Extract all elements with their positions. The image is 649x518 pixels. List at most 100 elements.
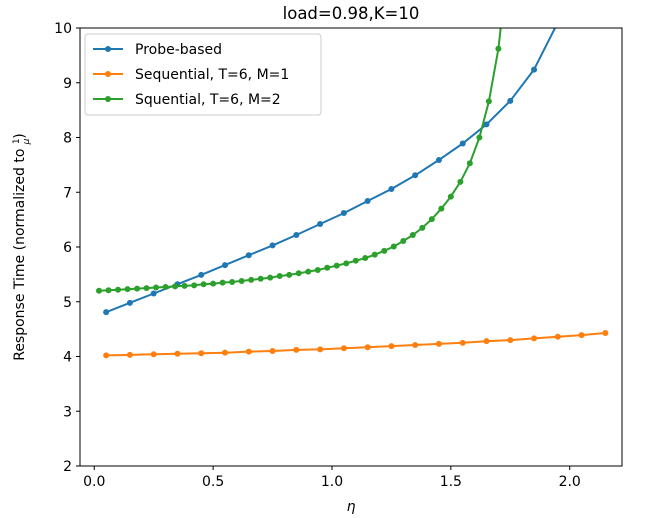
- data-point: [269, 348, 276, 355]
- data-point: [507, 337, 514, 344]
- y-tick-label: 10: [54, 21, 72, 37]
- data-point: [507, 97, 514, 104]
- data-point: [412, 342, 419, 349]
- x-tick-label: 0.0: [83, 474, 105, 490]
- data-point: [105, 287, 112, 294]
- series-2: [96, 28, 502, 294]
- data-point: [555, 20, 561, 26]
- data-point: [554, 333, 561, 340]
- y-axis-label-fraction-numerator: 1: [12, 138, 22, 144]
- y-axis-ticks: 2 3 4 5 6 7 8 9 10: [54, 21, 80, 475]
- legend-swatch-marker: [105, 46, 111, 52]
- data-point: [150, 290, 157, 297]
- data-point: [400, 237, 407, 244]
- y-axis-label-fraction-denominator: μ: [22, 138, 32, 145]
- data-point: [293, 231, 300, 238]
- series-layer: [96, 20, 609, 359]
- data-point: [419, 224, 426, 231]
- data-point: [143, 285, 150, 292]
- data-point: [324, 264, 331, 271]
- data-point: [257, 275, 264, 282]
- series-line: [106, 332, 606, 357]
- data-point: [245, 252, 252, 259]
- data-point: [191, 282, 198, 289]
- x-axis-ticks: 0.0 0.5 1.0 1.5 2.0: [83, 466, 581, 490]
- data-point: [578, 332, 585, 339]
- y-tick-label: 3: [63, 404, 72, 420]
- y-tick-label: 5: [63, 295, 72, 311]
- chart-title: load=0.98,K=10: [283, 4, 420, 23]
- data-point: [126, 299, 133, 306]
- data-point: [103, 352, 110, 359]
- data-point: [362, 254, 369, 261]
- data-point: [340, 210, 347, 217]
- data-point: [466, 160, 473, 167]
- data-point: [96, 287, 103, 294]
- y-tick-label: 8: [63, 131, 72, 147]
- legend-swatch-marker: [105, 96, 111, 102]
- data-point: [124, 286, 131, 293]
- data-point: [333, 262, 340, 269]
- data-point: [364, 198, 371, 205]
- data-point: [485, 98, 492, 105]
- y-tick-label: 6: [63, 240, 72, 256]
- y-tick-label: 4: [63, 350, 72, 366]
- data-point: [412, 172, 419, 179]
- svg-text:Response Time (normalized to 1: Response Time (normalized to 1μ): [12, 133, 32, 361]
- data-point: [352, 257, 359, 264]
- data-point: [162, 283, 169, 290]
- data-point: [276, 273, 283, 280]
- data-point: [428, 216, 435, 223]
- data-point: [390, 243, 397, 250]
- y-tick-label: 9: [63, 76, 72, 92]
- data-point: [150, 351, 157, 358]
- data-point: [248, 276, 255, 283]
- data-point: [293, 346, 300, 353]
- data-point: [222, 349, 229, 356]
- data-point: [457, 178, 464, 185]
- data-point: [343, 260, 350, 267]
- data-point: [388, 343, 395, 350]
- data-point: [531, 335, 538, 342]
- data-point: [447, 193, 454, 200]
- y-axis-label-suffix: ): [12, 133, 28, 138]
- data-point: [238, 277, 245, 284]
- x-tick-label: 2.0: [559, 474, 581, 490]
- data-point: [381, 247, 388, 254]
- data-point: [172, 283, 179, 290]
- data-point: [103, 309, 110, 316]
- x-tick-label: 1.5: [440, 474, 462, 490]
- legend-label: Squential, T=6, M=2: [135, 92, 281, 108]
- data-point: [340, 345, 347, 352]
- x-axis-label: η: [347, 499, 356, 515]
- data-point: [317, 346, 324, 353]
- legend-label: Sequential, T=6, M=1: [135, 67, 289, 83]
- data-point: [531, 66, 538, 73]
- data-point: [222, 262, 229, 269]
- x-tick-label: 1.0: [321, 474, 343, 490]
- data-point: [602, 329, 609, 336]
- data-point: [153, 284, 160, 291]
- data-point: [483, 121, 490, 128]
- data-point: [181, 282, 188, 289]
- plot-frame: [79, 27, 623, 467]
- data-point: [245, 348, 252, 355]
- y-axis-label: Response Time (normalized to 1μ): [12, 133, 32, 361]
- data-point: [305, 268, 312, 275]
- data-point: [115, 286, 122, 293]
- data-point: [269, 242, 276, 249]
- data-point: [267, 274, 274, 281]
- data-point: [126, 351, 133, 358]
- x-tick-label: 0.5: [202, 474, 224, 490]
- data-point: [229, 279, 236, 286]
- data-point: [409, 231, 416, 238]
- data-point: [435, 156, 442, 163]
- y-tick-label: 2: [63, 459, 72, 475]
- y-axis-label-main: Response Time (normalized to: [12, 144, 28, 361]
- data-point: [388, 185, 395, 192]
- data-point: [134, 285, 141, 292]
- data-point: [364, 344, 371, 351]
- data-point: [495, 45, 502, 52]
- data-point: [219, 279, 226, 286]
- data-point: [476, 134, 483, 141]
